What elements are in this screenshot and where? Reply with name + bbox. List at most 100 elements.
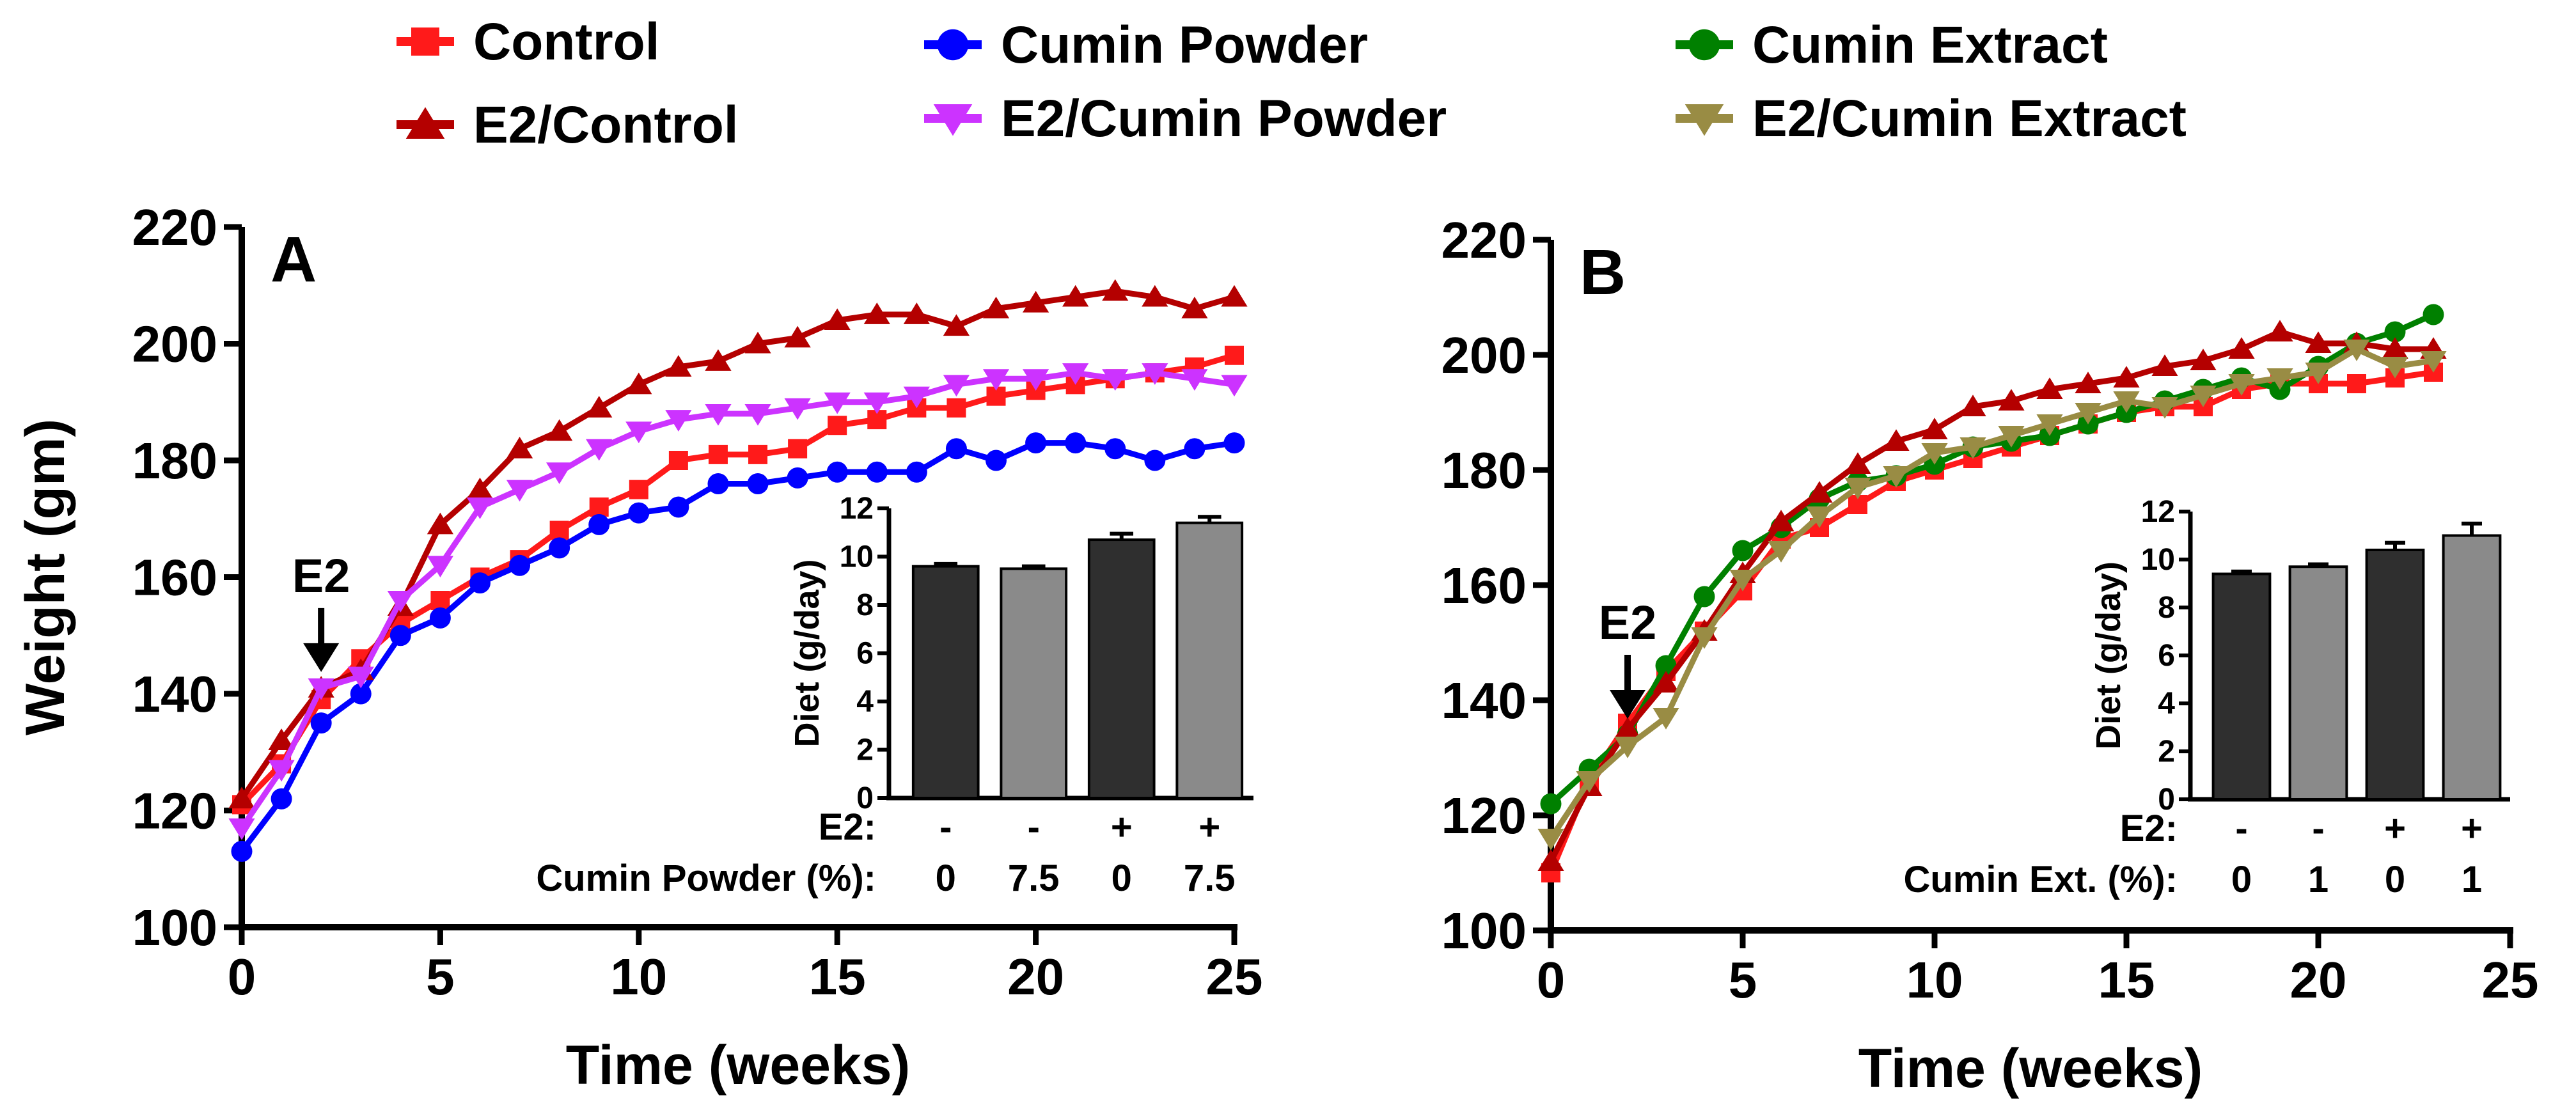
- inset-bar: [2365, 549, 2425, 801]
- inset-bar-chart: 0 2 4 6 8 10 12 Diet (g/day) - 0 - 1 +0 +1 E2: Cumin Ex…: [1903, 495, 2510, 900]
- x-tick-label: 5: [1729, 951, 1757, 1008]
- x-tick-label: 5: [426, 948, 455, 1005]
- data-point: [1844, 478, 1871, 499]
- data-point: [1540, 793, 1562, 815]
- data-point: [1959, 437, 1986, 459]
- inset-bar: [911, 565, 980, 799]
- data-point: [2228, 374, 2255, 396]
- data-point: [787, 467, 808, 489]
- data-point: [826, 461, 848, 483]
- data-point: [2420, 351, 2447, 373]
- inset-bar: [2442, 534, 2502, 801]
- data-point: [824, 308, 851, 330]
- annotation-label: E2: [292, 549, 350, 602]
- inset-bar-chart: 0 2 4 6 8 10 12 Diet (g/day) - 0 - 7.5 +0 +7.5 E2: Cumi…: [536, 492, 1253, 899]
- x-axis-title: Time (weeks): [566, 1035, 911, 1096]
- data-point: [2113, 366, 2140, 388]
- annotation-label: E2: [1599, 596, 1657, 649]
- data-point: [2305, 363, 2332, 384]
- inset-e2-value: -: [2235, 808, 2247, 849]
- data-point: [1223, 432, 1245, 454]
- inset-cumin-value: 0: [936, 857, 956, 899]
- data-point: [231, 840, 253, 862]
- data-point: [1883, 466, 1910, 488]
- data-point: [466, 497, 494, 519]
- inset-e2-value: +: [2384, 808, 2406, 849]
- legend-label: E2/Cumin Extract: [1752, 90, 2187, 148]
- data-point: [1768, 541, 1795, 563]
- inset-cumin-row-label: Cumin Ext. (%):: [1903, 859, 2178, 900]
- data-point: [2190, 348, 2217, 370]
- e2-annotation: E2: [1599, 596, 1657, 719]
- data-point: [2343, 340, 2370, 361]
- y-tick-label: 100: [132, 899, 217, 956]
- inset-y-tick-label: 12: [2141, 495, 2175, 529]
- data-point: [946, 398, 966, 418]
- y-tick-label: 160: [1441, 557, 1527, 614]
- data-point: [824, 392, 851, 414]
- data-point: [1022, 369, 1049, 391]
- data-point: [1729, 570, 1756, 591]
- data-point: [1806, 481, 1833, 503]
- data-point: [2384, 321, 2406, 343]
- data-point: [546, 462, 573, 484]
- legend-entry-e2-control: E2/Control: [397, 96, 739, 154]
- inset-y-tick-label: 2: [2158, 735, 2175, 769]
- data-point: [1691, 627, 1718, 649]
- inset-e2-value: +: [1198, 806, 1220, 848]
- data-point: [427, 556, 454, 577]
- data-point: [705, 404, 732, 426]
- x-tick-label: 15: [809, 948, 866, 1005]
- data-point: [1655, 655, 1677, 677]
- x-tick-label: 10: [1906, 951, 1963, 1008]
- y-tick-label: 200: [132, 316, 217, 373]
- data-point: [1806, 506, 1833, 528]
- data-point: [506, 480, 533, 502]
- inset-cumin-value: 1: [2462, 859, 2482, 900]
- x-tick-label: 0: [228, 948, 256, 1005]
- inset-cumin-value: 7.5: [1008, 857, 1060, 899]
- legend: Control Cumin Powder Cumin Extract E2/Contr…: [397, 13, 2187, 154]
- inset-y-tick-label: 0: [2158, 783, 2175, 817]
- data-point: [1065, 432, 1087, 454]
- data-point: [828, 416, 847, 435]
- inset-y-tick-label: 4: [2158, 687, 2175, 721]
- y-tick-label: 140: [1441, 672, 1527, 729]
- data-point: [668, 496, 689, 518]
- e2-annotation: E2: [292, 549, 350, 672]
- data-point: [589, 497, 609, 517]
- data-point: [2266, 368, 2293, 390]
- data-point: [982, 297, 1010, 318]
- data-point: [506, 437, 533, 458]
- data-point: [784, 398, 811, 420]
- data-point: [2423, 304, 2444, 325]
- series-cumin-powder: [231, 432, 1245, 862]
- inset-y-tick-label: 10: [2141, 543, 2175, 577]
- data-point: [586, 396, 613, 418]
- data-point: [310, 712, 332, 734]
- data-point: [1221, 285, 1248, 307]
- data-point: [705, 349, 732, 371]
- y-tick-label: 200: [1441, 327, 1527, 384]
- data-point: [625, 421, 652, 444]
- series-e2-cumin-extract: [1537, 340, 2447, 850]
- legend-entry-control: Control: [397, 13, 659, 71]
- data-point: [546, 419, 573, 441]
- inset-y-tick-label: 0: [856, 781, 874, 815]
- inset-y-tick-label: 6: [2158, 639, 2175, 673]
- inset-e2-value: +: [2461, 808, 2483, 849]
- data-point: [945, 438, 967, 460]
- data-point: [1225, 345, 1244, 365]
- data-point: [469, 572, 491, 594]
- data-point: [903, 302, 930, 324]
- x-tick-label: 15: [2098, 951, 2155, 1008]
- data-point: [2382, 337, 2408, 359]
- data-point: [347, 666, 374, 689]
- x-tick-label: 20: [1007, 948, 1064, 1005]
- inset-y-tick-label: 6: [856, 637, 874, 671]
- data-point: [1221, 375, 1248, 397]
- legend-entry-cumin-extract: Cumin Extract: [1676, 16, 2108, 74]
- data-point: [271, 788, 292, 810]
- inset-e2-value: -: [1028, 806, 1040, 848]
